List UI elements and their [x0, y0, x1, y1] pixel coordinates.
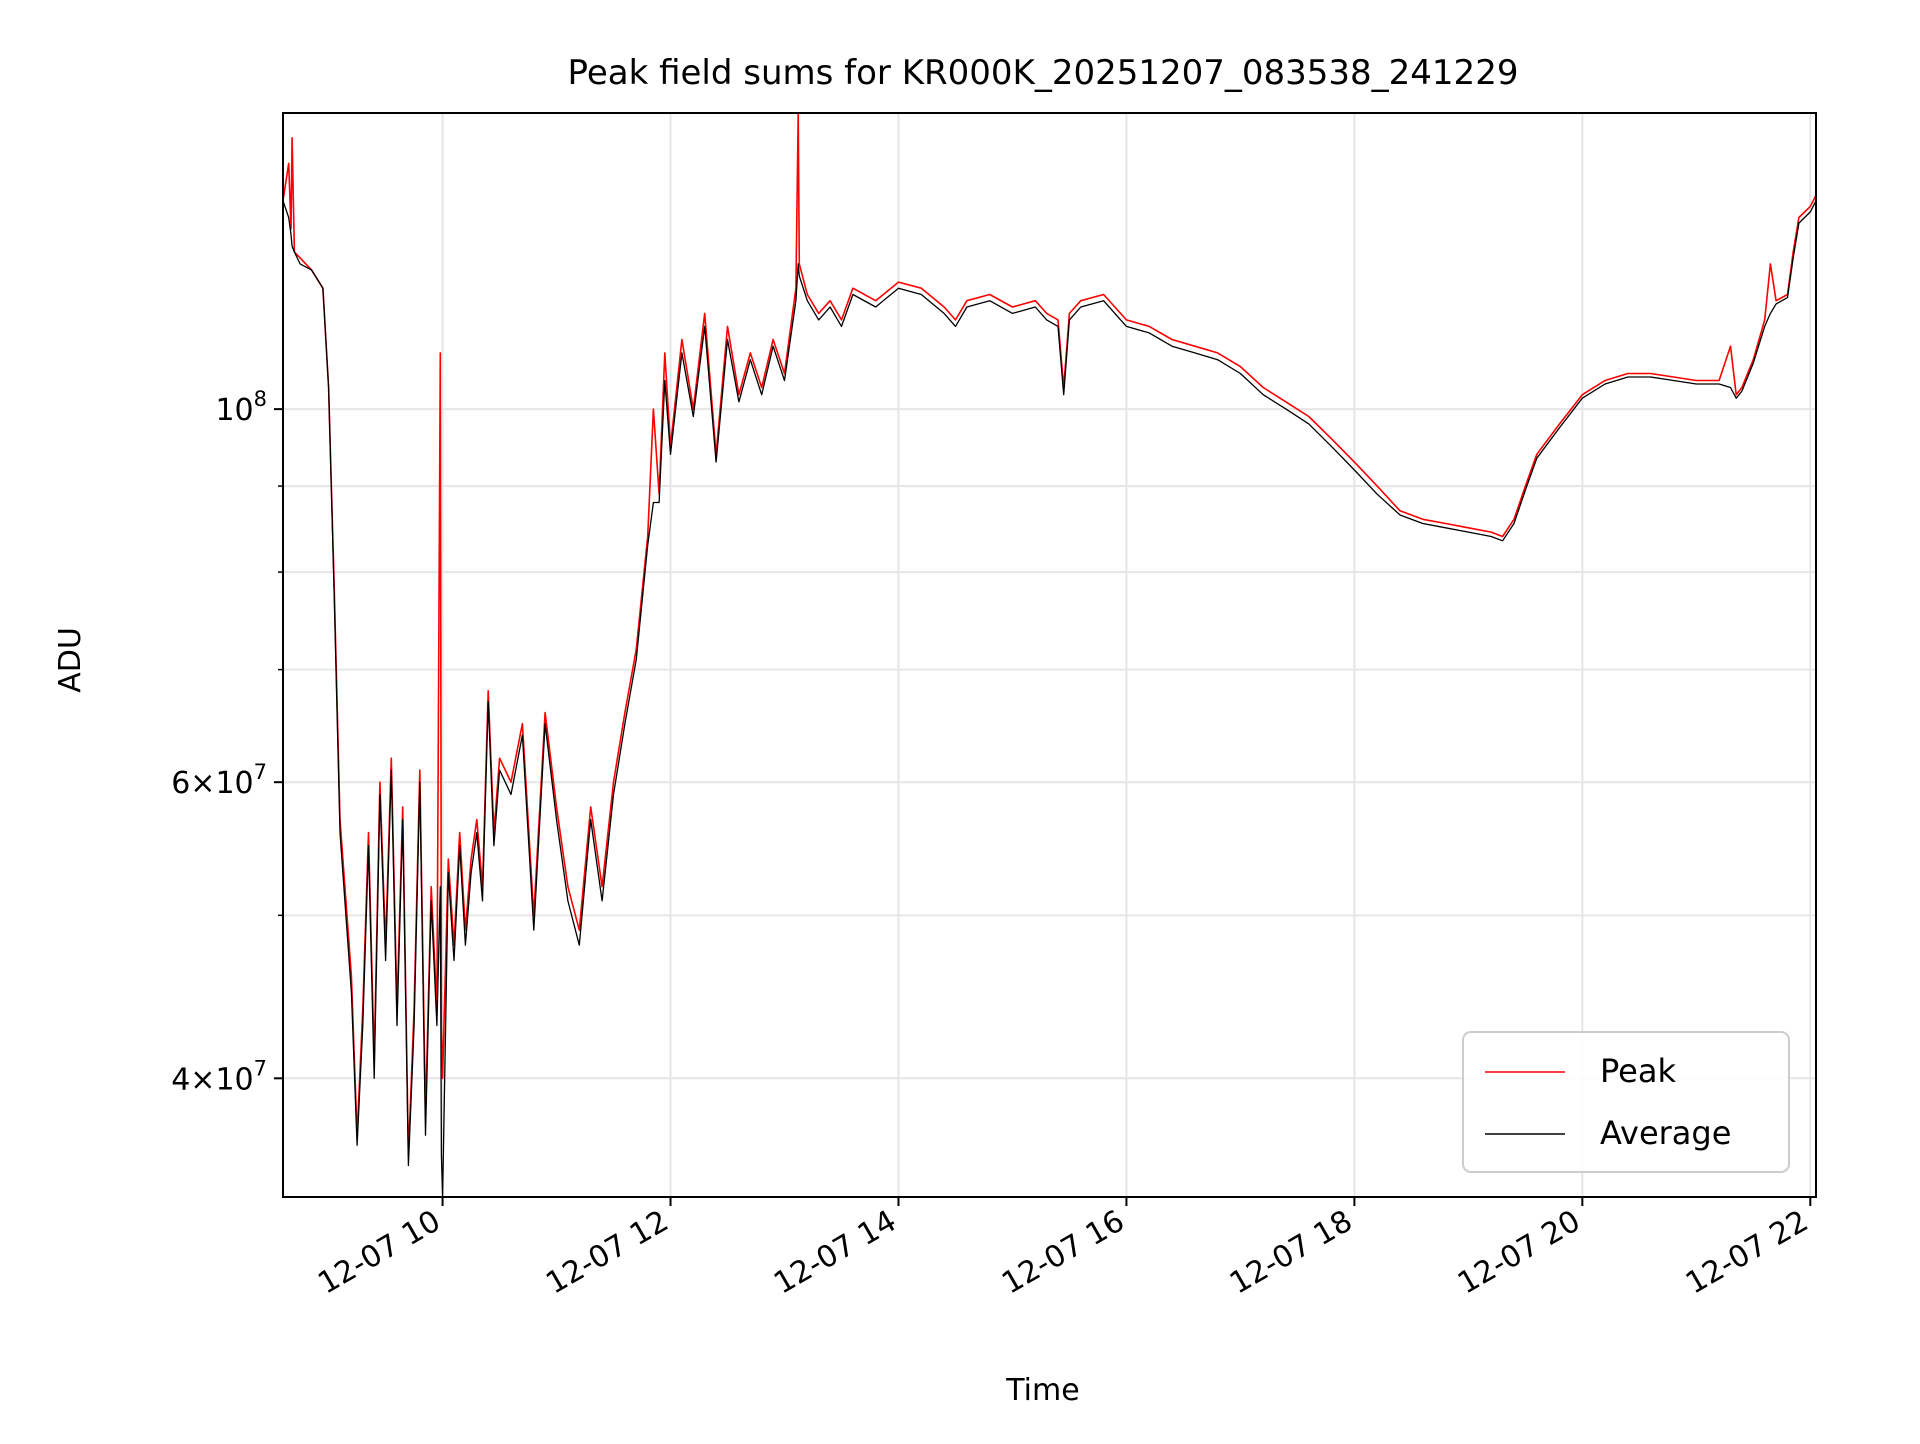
legend-box	[1462, 1031, 1790, 1173]
x-axis-label: Time	[1005, 1373, 1079, 1408]
legend: Peak Average	[1462, 1031, 1790, 1173]
plot-frame	[282, 112, 1817, 1198]
series-line-average	[283, 200, 1816, 1197]
y-tick-label: 4×107	[171, 1056, 267, 1097]
y-tick-label: 108	[215, 387, 267, 428]
series-layer	[283, 113, 1816, 1197]
legend-label-average: Average	[1600, 1114, 1731, 1152]
y-tick-label: 6×107	[171, 760, 267, 801]
grid-layer	[283, 113, 1816, 1197]
legend-label-peak: Peak	[1600, 1052, 1676, 1090]
chart-title: Peak field sums for KR000K_20251207_0835…	[568, 53, 1519, 93]
y-axis-label: ADU	[53, 627, 88, 693]
